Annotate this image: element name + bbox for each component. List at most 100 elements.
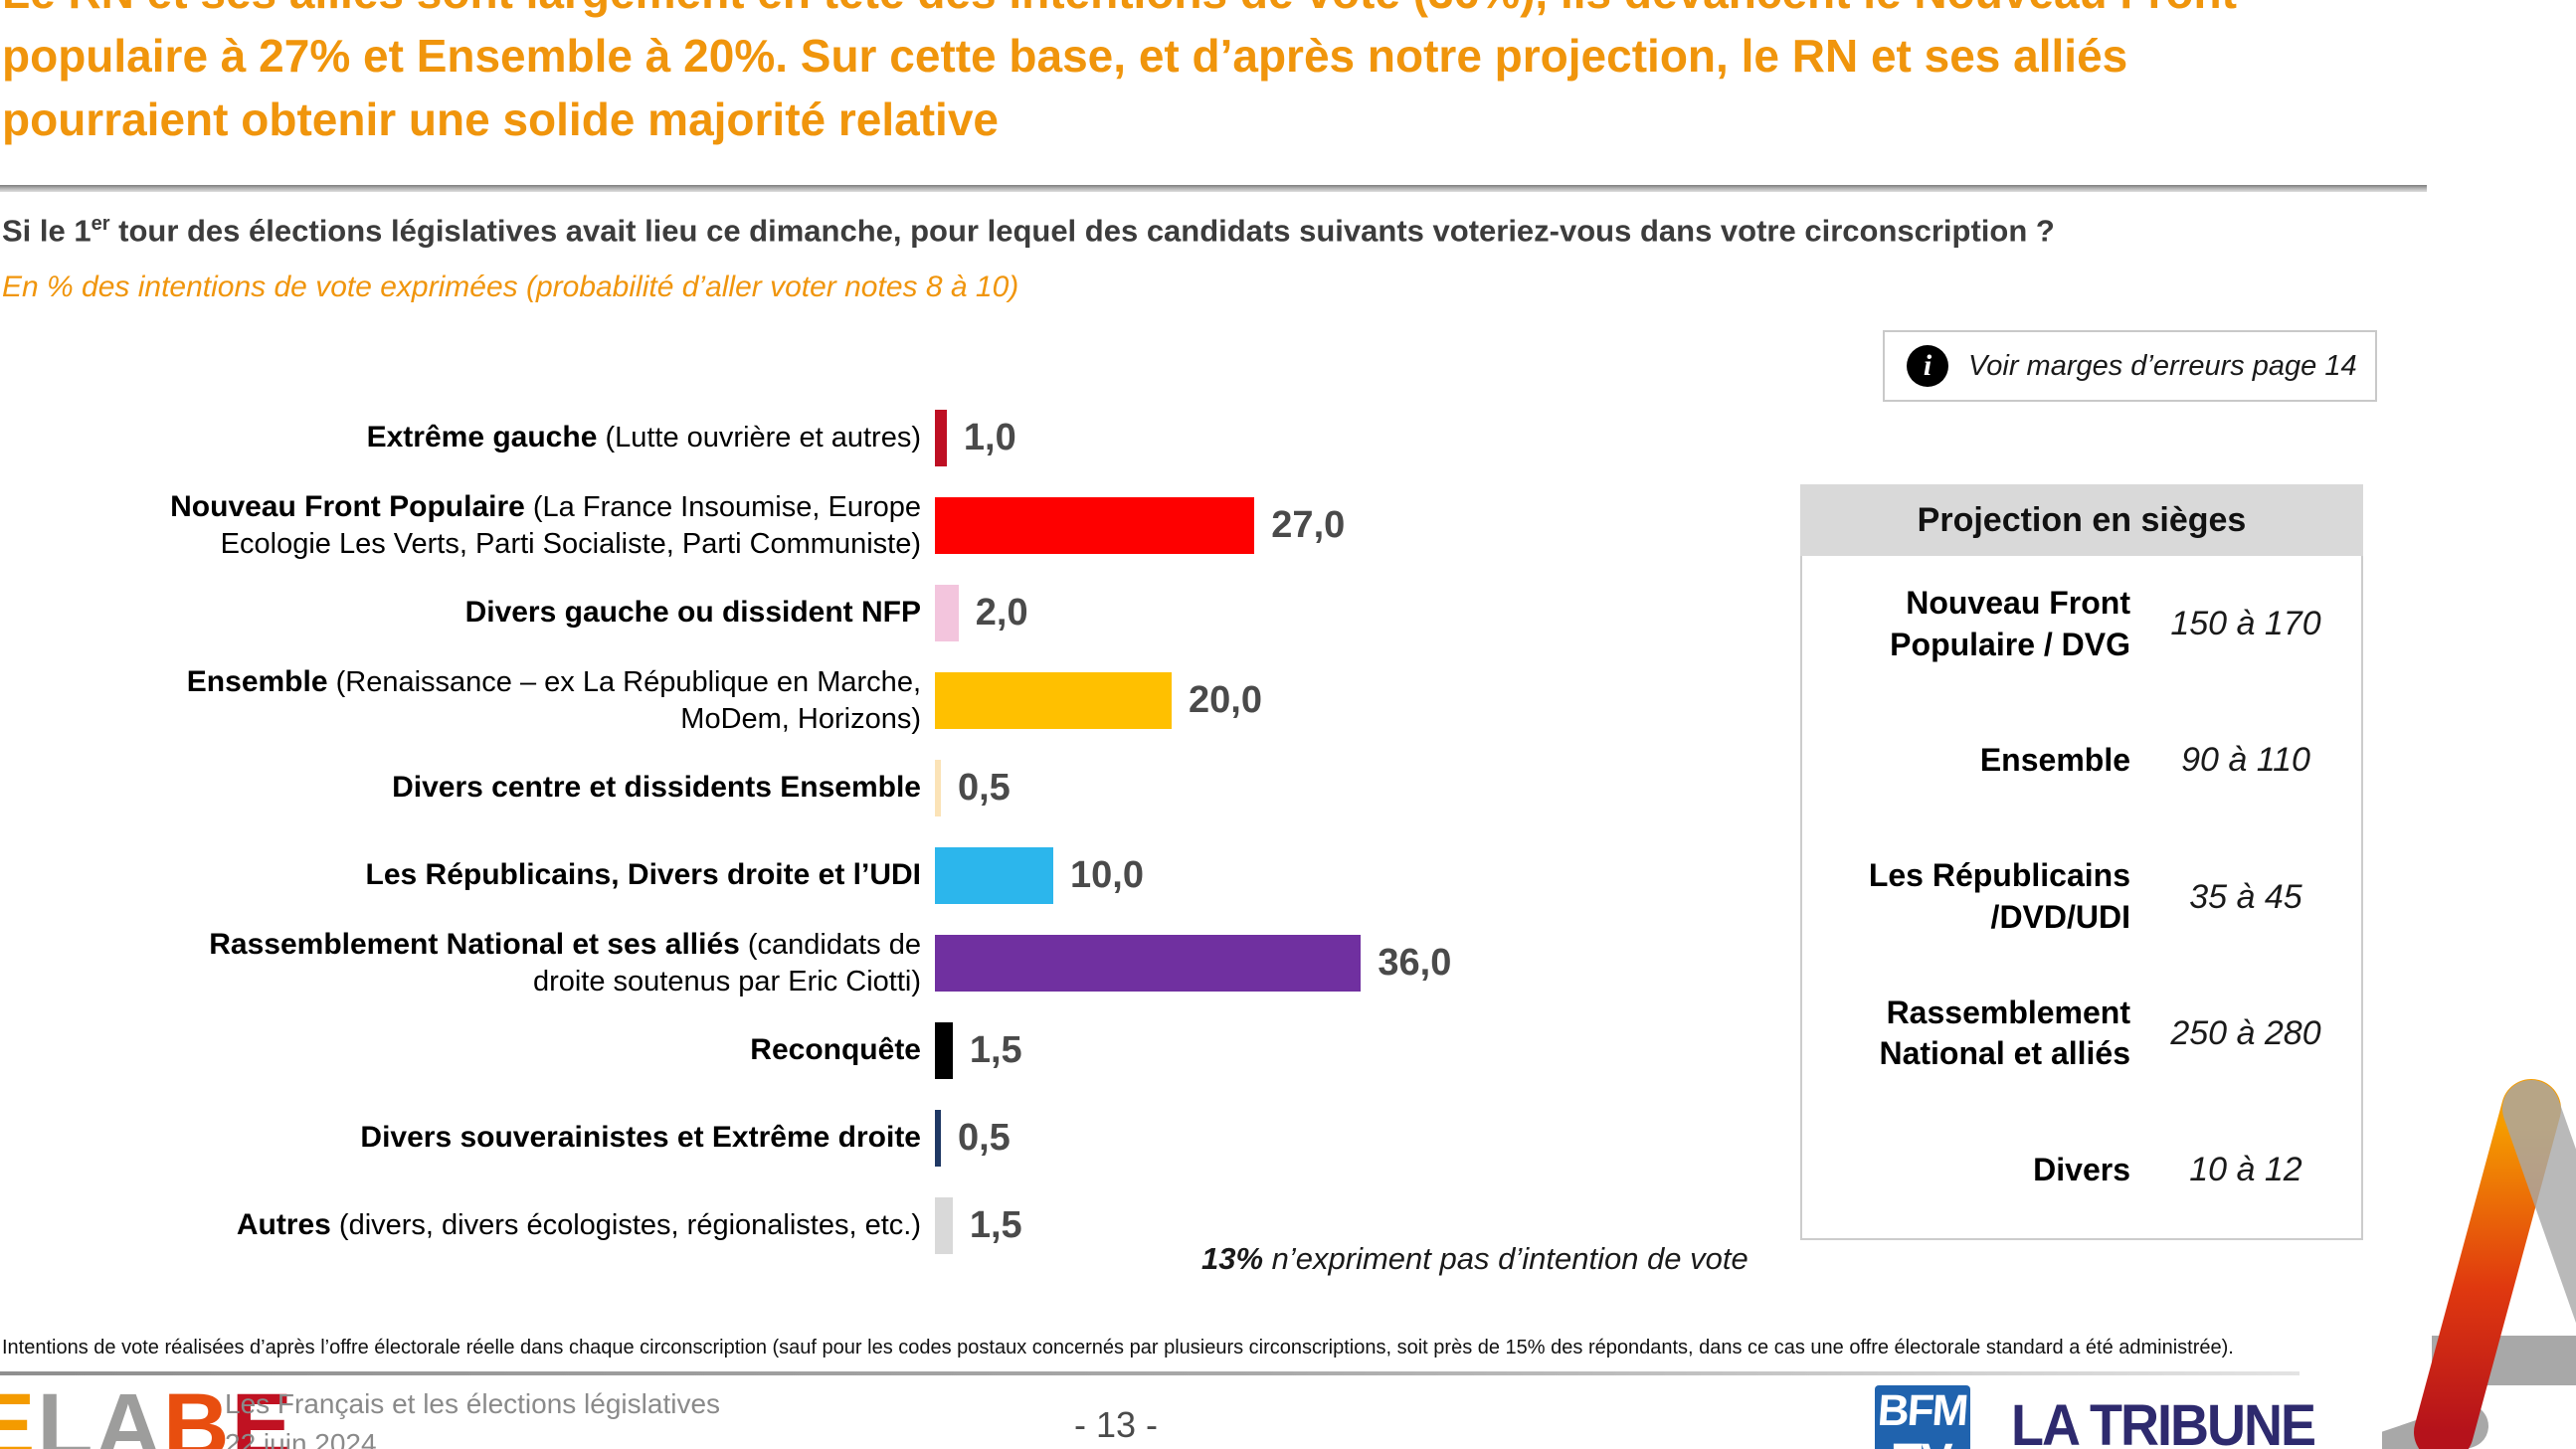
bar-label-detail: (La France Insoumise, Europe Ecologie Le…: [220, 490, 921, 560]
bar-value: 1,0: [963, 416, 1016, 458]
bar-track: 20,0: [935, 656, 1800, 744]
bar-label-detail: (Lutte ouvrière et autres): [597, 422, 921, 454]
elabe-logo-letter: E: [0, 1375, 38, 1449]
bar-track: 27,0: [935, 481, 1800, 569]
headline-line-1: Le RN et ses alliés sont largement en tê…: [2, 0, 2389, 24]
bar-value: 20,0: [1189, 678, 1262, 721]
bar-label: Divers gauche ou dissident NFP: [0, 594, 935, 632]
study-title: Les Français et les élections législativ…: [225, 1388, 721, 1419]
bar-track: 1,5: [935, 1181, 1800, 1269]
bar-track: 1,0: [935, 394, 1800, 481]
bar-label-name: Les Républicains, Divers droite et l’UDI: [365, 858, 922, 892]
bar-label: Divers centre et dissidents Ensemble: [0, 769, 935, 807]
seat-projection-range: 35 à 45: [2189, 877, 2302, 916]
survey-question: Si le 1er tour des élections législative…: [2, 213, 2055, 249]
chart-row: Ensemble (Renaissance – ex La République…: [0, 656, 1800, 744]
seat-projection-party: Divers: [2033, 1151, 2130, 1187]
bar-label: Rassemblement National et ses alliés (ca…: [0, 926, 935, 999]
elabe-lambda-icon: [2347, 1079, 2576, 1449]
bar: [935, 934, 1362, 992]
margin-of-error-badge: i Voir marges d’erreurs page 14: [1883, 330, 2377, 402]
bar-label: Reconquête: [0, 1031, 935, 1069]
methodology-footnote: Intentions de vote réalisées d’après l’o…: [2, 1337, 2234, 1358]
elabe-logo-letter: L: [37, 1375, 95, 1449]
bar-track: 10,0: [935, 831, 1800, 919]
bar-value: 1,5: [969, 1203, 1022, 1246]
chart-subtitle: En % des intentions de vote exprimées (p…: [2, 271, 1019, 303]
bar-label-name: Rassemblement National et ses alliés: [209, 927, 740, 961]
seat-projection-table: Projection en sièges Nouveau Front Popul…: [1800, 484, 2363, 1240]
no-opinion-note: 13% n’expriment pas d’intention de vote: [1201, 1241, 1748, 1277]
elabe-logo-letter: B: [163, 1375, 232, 1449]
info-icon: i: [1907, 345, 1948, 387]
chart-row: Divers centre et dissidents Ensemble 0,5: [0, 744, 1800, 831]
study-date: 22 juin 2024: [225, 1428, 377, 1449]
bfmtv-logo-tv: TV: [1893, 1437, 1952, 1449]
bar-label-name: Reconquête: [750, 1033, 921, 1067]
bar-label-name: Divers souverainistes et Extrême droite: [360, 1121, 921, 1155]
top-divider: [0, 185, 2427, 192]
bar-label-name: Autres: [236, 1208, 331, 1242]
question-pre: Si le 1: [2, 213, 92, 249]
bar-label: Autres (divers, divers écologistes, régi…: [0, 1206, 935, 1244]
seat-projection-row: Nouveau Front Populaire / DVG 150 à 170: [1802, 556, 2361, 692]
seat-projection-party: Nouveau Front Populaire / DVG: [1890, 585, 2130, 662]
bar: [935, 496, 1255, 554]
bar-label: Nouveau Front Populaire (La France Insou…: [0, 488, 935, 562]
bar-track: 36,0: [935, 919, 1800, 1006]
seat-projection-title: Projection en sièges: [1800, 484, 2363, 556]
no-opinion-note-text: n’expriment pas d’intention de vote: [1263, 1241, 1748, 1276]
bar: [935, 1021, 953, 1079]
bar: [935, 759, 941, 816]
bar-label-name: Extrême gauche: [366, 421, 598, 454]
seat-projection-party: Rassemblement National et alliés: [1879, 994, 2130, 1072]
headline-line-2: populaire à 27% et Ensemble à 20%. Sur c…: [2, 30, 2128, 82]
question-post: tour des élections législatives avait li…: [109, 213, 2055, 249]
bottom-divider: [0, 1371, 2300, 1375]
bar: [935, 1196, 953, 1254]
bar-value: 0,5: [957, 766, 1011, 809]
bar-chart: Extrême gauche (Lutte ouvrière et autres…: [0, 394, 1800, 1269]
elabe-logo: ELABE: [0, 1380, 294, 1449]
bar-value: 27,0: [1271, 503, 1346, 546]
bar-track: 2,0: [935, 569, 1800, 656]
bar-label: Les Républicains, Divers droite et l’UDI: [0, 856, 935, 894]
seat-projection-range: 90 à 110: [2181, 741, 2310, 780]
seat-projection-range: 10 à 12: [2189, 1150, 2302, 1188]
bar-track: 0,5: [935, 1094, 1800, 1181]
bar-value: 0,5: [957, 1116, 1011, 1159]
chart-row: Extrême gauche (Lutte ouvrière et autres…: [0, 394, 1800, 481]
chart-row: Nouveau Front Populaire (La France Insou…: [0, 481, 1800, 569]
bar-label-name: Divers centre et dissidents Ensemble: [392, 771, 921, 805]
chart-row: Autres (divers, divers écologistes, régi…: [0, 1181, 1800, 1269]
bar-value: 1,5: [969, 1028, 1022, 1071]
bar-label: Extrême gauche (Lutte ouvrière et autres…: [0, 419, 935, 456]
bar-label: Divers souverainistes et Extrême droite: [0, 1119, 935, 1157]
bar-value: 10,0: [1070, 853, 1144, 896]
elabe-logo-letter: E: [231, 1375, 294, 1449]
no-opinion-note-pct: 13%: [1201, 1241, 1264, 1276]
bar: [935, 671, 1172, 729]
seat-projection-range: 250 à 280: [2170, 1013, 2321, 1052]
chart-row: Divers souverainistes et Extrême droite 0…: [0, 1094, 1800, 1181]
page-number: - 13 -: [1074, 1404, 1159, 1445]
chart-row: Les Républicains, Divers droite et l’UDI…: [0, 831, 1800, 919]
bar: [935, 409, 947, 466]
bar: [935, 846, 1053, 904]
bar-label-detail: (divers, divers écologistes, régionalist…: [330, 1209, 921, 1242]
seat-projection-row: Divers 10 à 12: [1802, 1102, 2361, 1238]
bar-track: 1,5: [935, 1006, 1800, 1094]
bar-label-name: Nouveau Front Populaire: [170, 489, 525, 523]
bar-value: 2,0: [975, 591, 1028, 634]
bar-label-name: Ensemble: [186, 664, 328, 698]
bar-label-name: Divers gauche ou dissident NFP: [464, 596, 921, 630]
bfmtv-logo-bfm: BFM: [1876, 1386, 1969, 1435]
seat-projection-row: Les Républicains /DVD/UDI 35 à 45: [1802, 828, 2361, 965]
info-badge-text: Voir marges d’erreurs page 14: [1968, 349, 2357, 382]
chart-row: Reconquête 1,5: [0, 1006, 1800, 1094]
bar: [935, 1109, 941, 1167]
bfmtv-logo: BFM TV: [1875, 1385, 1970, 1449]
seat-projection-body: Nouveau Front Populaire / DVG 150 à 170 En…: [1800, 556, 2363, 1240]
seat-projection-row: Rassemblement National et alliés 250 à 28…: [1802, 966, 2361, 1102]
